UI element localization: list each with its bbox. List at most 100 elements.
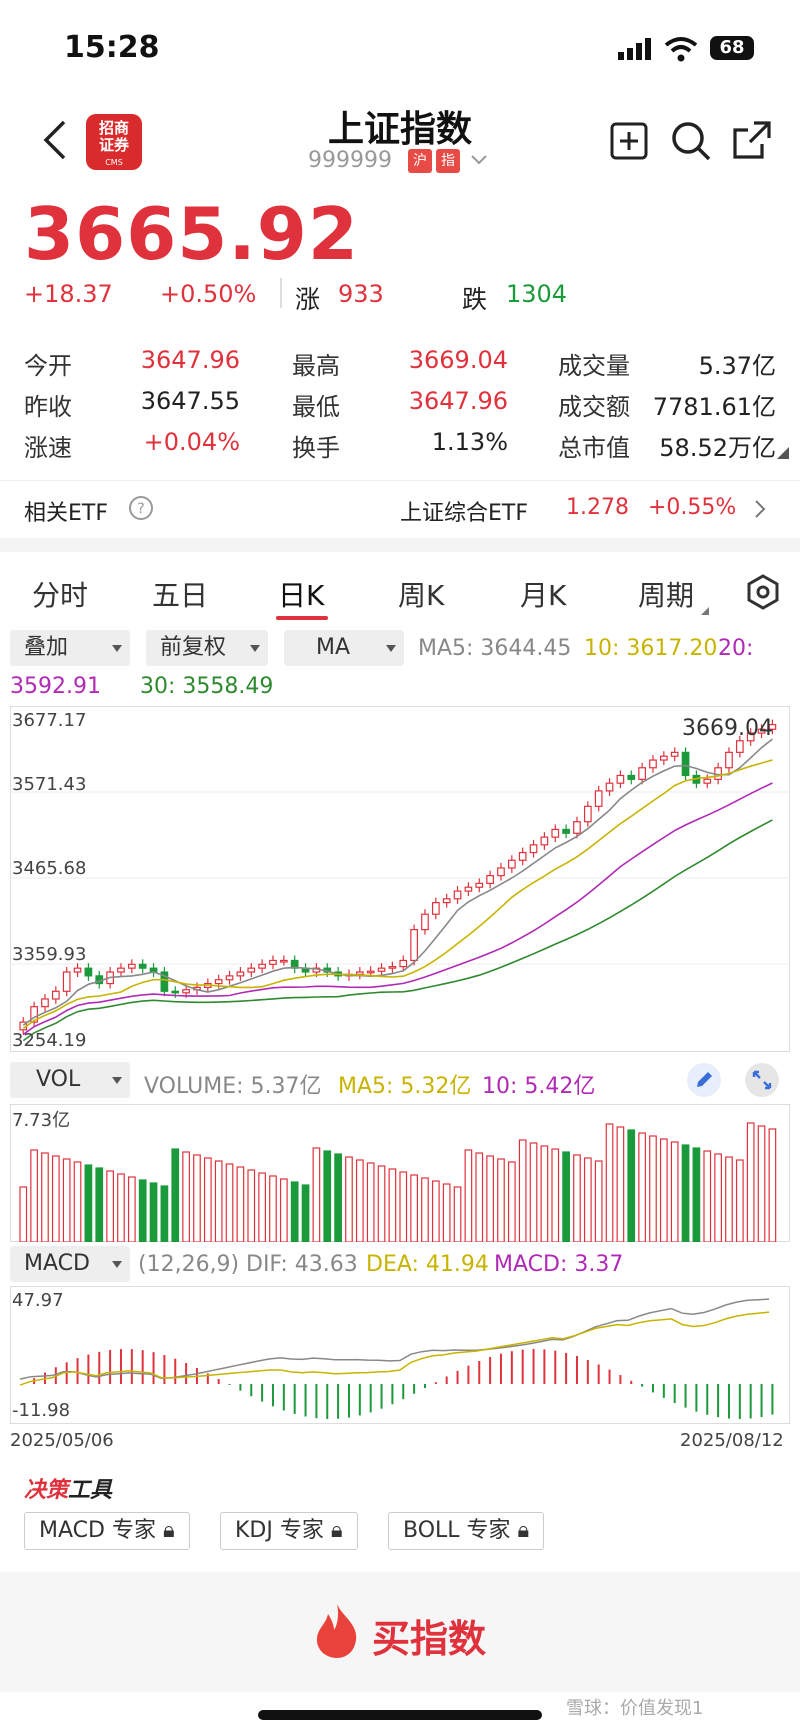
adjust-dropdown[interactable]: 前复权 (146, 630, 268, 666)
type-tag: 指 (436, 149, 460, 173)
y-tick-3: 3465.68 (12, 858, 87, 879)
chevron-down-icon[interactable] (470, 154, 488, 166)
candle (475, 882, 484, 888)
tab-period[interactable]: 周期 (638, 579, 695, 612)
ma10-line (22, 759, 773, 1029)
open-value: 3647.96 (140, 346, 240, 374)
flame-icon (316, 1604, 357, 1658)
y-tick-5: 3254.19 (12, 1030, 87, 1051)
y-tick-4: 3359.93 (12, 944, 87, 965)
indicator-dropdown[interactable]: MA (284, 630, 404, 666)
volume-bar (149, 1182, 158, 1242)
volume-label: 成交量 (558, 352, 630, 380)
volume-bar (594, 1160, 603, 1242)
add-watchlist-icon[interactable] (610, 122, 648, 160)
volume-bar (659, 1138, 668, 1242)
volume-bar (410, 1174, 418, 1242)
candle (247, 967, 256, 973)
volume-bar (703, 1150, 712, 1242)
candle (225, 975, 234, 981)
volume-bar (117, 1173, 125, 1242)
low-label: 最低 (292, 393, 340, 421)
candle (258, 963, 266, 969)
macd-selector[interactable]: MACD (10, 1246, 130, 1282)
volume-bar (84, 1164, 93, 1242)
volume-value: 5.37亿 (698, 352, 776, 380)
volume-bar (30, 1149, 38, 1242)
volume-bar (475, 1152, 484, 1242)
candle (279, 959, 288, 963)
candle (171, 990, 180, 994)
settings-icon[interactable] (746, 574, 780, 610)
edit-icon[interactable] (686, 1062, 722, 1098)
candle (746, 732, 755, 742)
overlay-dropdown[interactable]: 叠加 (10, 630, 130, 666)
kline-chart[interactable] (10, 706, 790, 1052)
candle (562, 828, 570, 834)
candle (214, 979, 223, 985)
volume-bar (366, 1162, 375, 1242)
boll-expert-button[interactable]: BOLL 专家 🔒︎ (388, 1512, 545, 1550)
volume-bar (725, 1156, 733, 1242)
vol-selector[interactable]: VOL (10, 1062, 130, 1098)
active-tab-indicator (276, 616, 328, 620)
price-change: +18.37 (24, 280, 113, 308)
related-etf-row[interactable]: 相关ETF ? 上证综合ETF 1.278 +0.55% (0, 480, 800, 538)
volume-bar (388, 1168, 397, 1242)
svg-text:?: ? (137, 501, 144, 517)
share-icon[interactable] (732, 120, 772, 160)
tab-monthly-k[interactable]: 月K (520, 579, 567, 612)
macd-expert-button[interactable]: MACD 专家 🔒︎ (24, 1512, 190, 1550)
dea-line (19, 1311, 770, 1386)
volume-bar (681, 1144, 690, 1242)
ma30-line (22, 819, 773, 1042)
down-count: 1304 (506, 280, 568, 308)
buy-index-button[interactable]: 买指数 (312, 1602, 522, 1662)
high-label: 最高 (292, 352, 340, 380)
volume-bar (518, 1139, 527, 1242)
vol-ymax: 7.73亿 (12, 1110, 71, 1131)
volume-bar (203, 1157, 212, 1242)
tab-weekly-k[interactable]: 周K (398, 579, 445, 612)
tab-five-day[interactable]: 五日 (152, 579, 209, 612)
kdj-expert-button[interactable]: KDJ 专家 🔒︎ (220, 1512, 358, 1550)
volume-bar (757, 1125, 766, 1242)
candle (442, 898, 451, 904)
lock-icon: 🔒︎ (517, 1518, 530, 1543)
buy-index-label: 买指数 (372, 1617, 487, 1661)
volume-bar (269, 1175, 277, 1242)
volume-bar (171, 1148, 180, 1242)
period-dropdown-icon (701, 607, 709, 615)
candle (529, 844, 538, 854)
tab-daily-k[interactable]: 日K (278, 579, 325, 612)
candle (497, 867, 505, 877)
expand-stats-icon[interactable] (776, 446, 790, 460)
volume-bar (497, 1158, 505, 1242)
tab-intraday[interactable]: 分时 (32, 579, 89, 612)
candle (453, 890, 462, 900)
back-icon[interactable] (40, 118, 70, 162)
wifi-icon (664, 37, 698, 62)
help-icon[interactable]: ? (128, 495, 154, 521)
volume-bar (225, 1163, 234, 1242)
ma5-line (22, 738, 773, 1026)
macd-params: (12,26,9) (138, 1252, 240, 1277)
tools-title: 决策工具 (24, 1478, 113, 1503)
candle (518, 851, 527, 861)
y-tick-2: 3571.43 (12, 774, 87, 795)
fullscreen-icon[interactable] (744, 1062, 780, 1098)
macd-ymin: -11.98 (12, 1400, 71, 1421)
search-icon[interactable] (670, 120, 712, 162)
ma20-legend-value: 3592.91 (10, 674, 101, 699)
turnover-amount-value: 7781.61亿 (652, 393, 776, 421)
market-tag: 沪 (408, 149, 432, 173)
lock-icon: 🔒︎ (330, 1518, 343, 1543)
volume-bar (193, 1154, 201, 1242)
volume-bar (51, 1155, 60, 1242)
volume-bar (290, 1181, 299, 1242)
page-title: 上证指数 (327, 109, 472, 150)
volume-bar (529, 1142, 538, 1242)
speed-value: +0.04% (143, 428, 240, 456)
candle (594, 790, 603, 807)
ma10-legend: 10: 3617.20 (584, 636, 718, 661)
